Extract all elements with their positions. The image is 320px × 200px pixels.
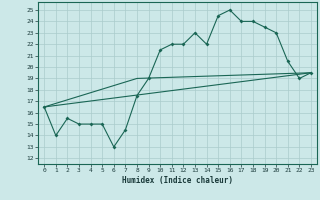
X-axis label: Humidex (Indice chaleur): Humidex (Indice chaleur) [122,176,233,185]
